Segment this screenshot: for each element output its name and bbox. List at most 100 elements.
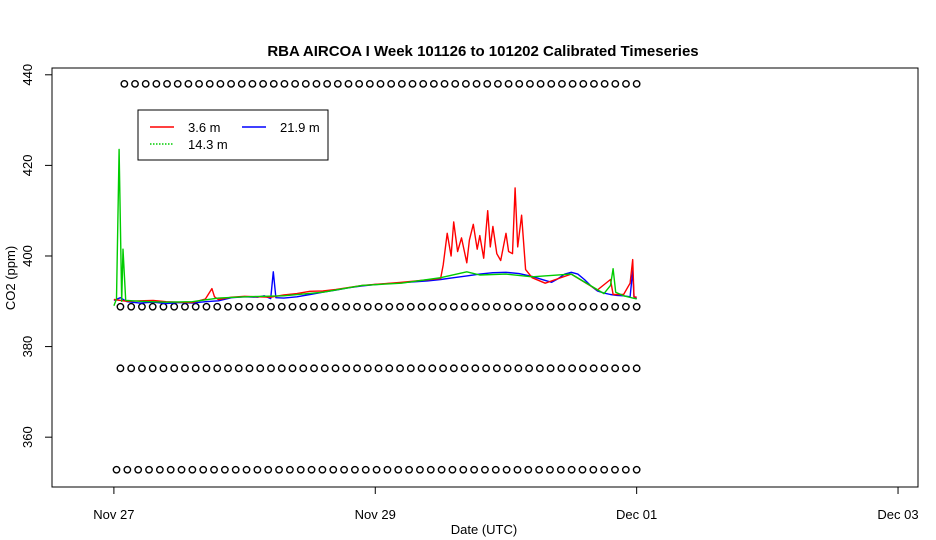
calibration-marker [449,302,458,311]
calibration-marker [471,364,480,373]
calibration-marker [296,465,305,474]
calibration-marker [492,364,501,373]
calibration-marker [376,79,385,88]
calibration-marker [408,79,417,88]
calibration-marker [547,79,556,88]
calibration-marker [428,364,437,373]
calibration-marker [429,79,438,88]
calibration-marker [291,79,300,88]
calibration-marker [148,364,157,373]
calibration-marker [195,79,203,88]
calibration-marker [578,302,587,311]
calibration-marker [318,465,327,474]
legend: 3.6 m 21.9 m 14.3 m [137,109,329,161]
calibration-marker [331,302,340,311]
calibration-marker [342,364,351,373]
calibration-marker [632,465,641,474]
calibration-marker [363,302,372,311]
series-lines [113,148,638,307]
calibration-marker [340,465,348,474]
calibration-marker [426,465,435,474]
legend-box [137,109,329,161]
calibration-marker [525,364,534,373]
calibration-marker [363,364,372,373]
calibration-marker [320,302,329,311]
calibration-marker [600,364,609,373]
calibration-marker [524,465,533,474]
calibration-marker [138,302,146,311]
calibration-marker [224,302,232,311]
calibration-marker [491,465,500,474]
calibration-marker [385,302,394,311]
calibration-marker [264,465,273,474]
legend-label: 14.3 m [188,137,228,152]
calibration-marker [329,465,338,474]
calibration-marker [231,465,240,474]
calibration-marker [285,465,294,474]
legend-label: 21.9 m [280,120,320,135]
calibration-marker [611,302,620,311]
calibration-marker [546,302,555,311]
calibration-marker [301,79,310,88]
calibration-marker [253,465,262,474]
calibration-marker [224,364,232,373]
calibration-marker [546,364,555,373]
calibration-marker [481,465,489,474]
calibration-marker [159,364,168,373]
calibration-marker [148,302,157,311]
calibration-marker [280,79,289,88]
calibration-marker [383,465,392,474]
x-tick-label: Dec 01 [616,507,657,522]
calibration-marker [361,465,370,474]
calibration-marker [374,302,383,311]
calibration-marker [353,302,361,311]
calibration-marker [145,465,153,474]
calibration-marker [513,465,522,474]
calibration-marker [536,79,545,88]
calibration-marker [333,79,342,88]
calibration-marker [120,79,129,88]
calibration-marker [514,302,523,311]
calibration-markers [112,79,641,474]
calibration-marker [234,302,243,311]
calibration-marker [535,364,544,373]
calibration-marker [116,302,125,311]
calibration-marker [471,302,480,311]
calibration-marker [406,302,415,311]
calibration-marker [127,364,136,373]
calibration-marker [394,465,403,474]
calibration-marker [439,302,447,311]
calibration-marker [621,364,630,373]
calibration-marker [170,364,179,373]
calibration-marker [220,465,229,474]
calibration-marker [482,302,490,311]
calibration-marker [256,302,265,311]
calibration-marker [299,364,308,373]
calibration-marker [589,364,598,373]
calibration-marker [568,364,577,373]
calibration-marker [483,79,492,88]
calibration-marker [600,465,609,474]
calibration-marker [482,364,490,373]
calibration-marker [159,302,168,311]
calibration-marker [515,79,524,88]
calibration-marker [385,364,394,373]
x-axis: Nov 27 Nov 29 Dec 01 Dec 03 [93,487,919,522]
calibration-marker [155,465,164,474]
y-axis-label: CO2 (ppm) [3,246,18,310]
x-tick-label: Nov 29 [355,507,396,522]
calibration-marker [600,79,609,88]
calibration-marker [460,302,469,311]
calibration-marker [277,364,286,373]
calibration-marker [320,364,329,373]
calibration-marker [590,79,598,88]
calibration-marker [353,364,361,373]
calibration-marker [461,79,470,88]
calibration-marker [351,465,359,474]
calibration-marker [344,79,353,88]
y-axis: 360 380 400 420 440 [20,64,52,448]
y-tick-label: 440 [20,64,35,86]
y-tick-label: 360 [20,426,35,448]
calibration-marker [556,465,565,474]
calibration-marker [184,79,193,88]
